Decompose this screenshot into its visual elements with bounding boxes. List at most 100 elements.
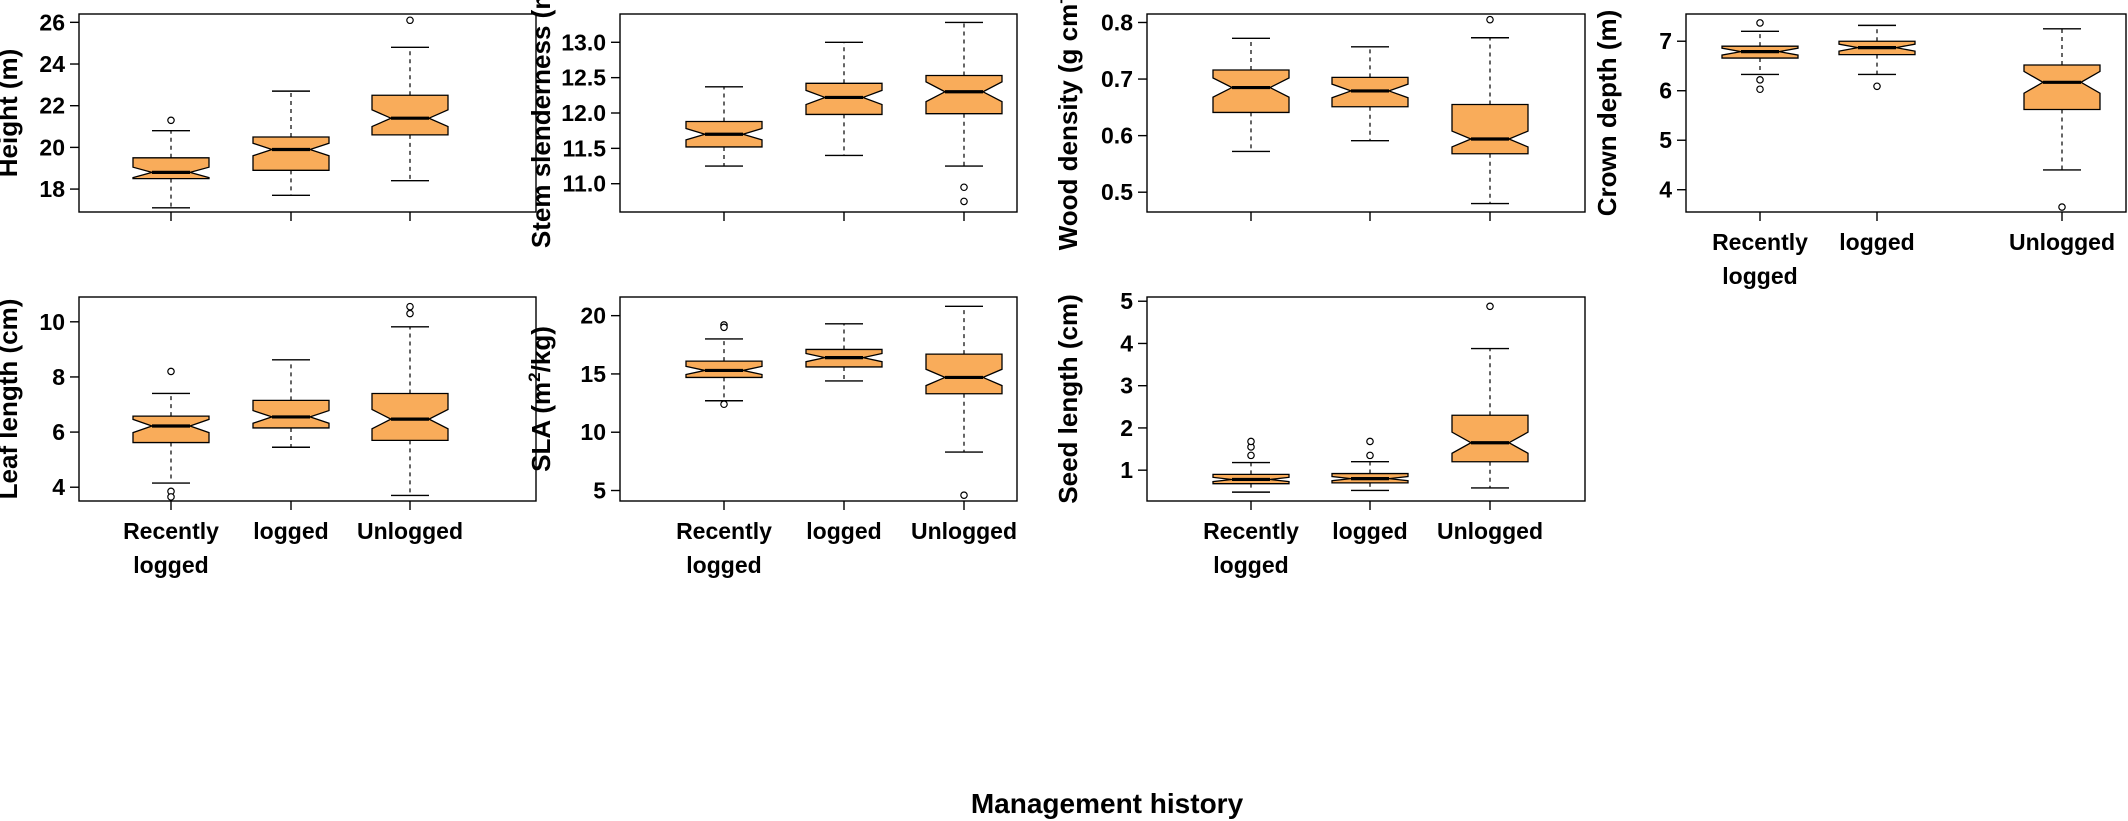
notched-box [1451, 414, 1529, 463]
y-tick-label: 0.5 [1101, 179, 1133, 205]
y-tick-label: 3 [1120, 373, 1133, 399]
y-tick-label: 8 [52, 364, 65, 390]
notched-box [252, 399, 330, 429]
outlier-point [406, 309, 414, 318]
category-label: Recently logged [676, 518, 772, 578]
y-tick-label: 4 [52, 474, 65, 500]
category-label: Recently logged [1712, 229, 1808, 289]
outlier-point [167, 493, 175, 501]
notched-box [2023, 64, 2101, 111]
category-label: logged [253, 518, 328, 544]
panel-frame [78, 13, 537, 213]
y-tick-label: 12.0 [561, 100, 606, 126]
category-label: Recently logged [123, 518, 219, 578]
x-axis-title: Management history [971, 788, 1244, 819]
y-tick-label: 2 [1120, 415, 1133, 441]
y-axis-label: SLA (m2/kg) [525, 326, 556, 472]
y-tick-label: 1 [1120, 457, 1133, 483]
panel-5: 4 6 8 10 Leaf length (cm) Recently logged logge… [0, 296, 537, 578]
box-2 [1838, 24, 1916, 91]
panel-6: 5 10 15 20 SLA (m2/kg) Recently logged logged Un… [525, 296, 1018, 578]
box-2 [252, 359, 330, 448]
notched-box [132, 415, 210, 444]
category-label: logged [1839, 229, 1914, 255]
category-label: Unlogged [357, 518, 463, 544]
box-2 [805, 323, 883, 382]
box-1 [1212, 437, 1290, 493]
notched-box [925, 353, 1003, 395]
box-1 [1721, 19, 1799, 94]
panel-frame [78, 296, 537, 502]
category-label: Unlogged [2009, 229, 2115, 255]
outlier-point [1486, 302, 1494, 311]
y-tick-label: 0.7 [1101, 66, 1133, 92]
panel-frame [619, 296, 1018, 502]
panel-frame [1146, 13, 1586, 213]
y-tick-label: 5 [593, 478, 606, 504]
panel-7: 1 2 3 4 5 Seed length (cm) Recently logged logge… [1053, 288, 1586, 578]
y-tick-label: 5 [1659, 127, 1672, 153]
outlier-point [1873, 82, 1881, 91]
box-3 [1451, 302, 1529, 489]
y-axis-label: Wood density (g cm−3) [1052, 0, 1083, 250]
outlier-point [406, 16, 414, 25]
outlier-point [1247, 437, 1255, 446]
y-tick-label: 0.6 [1101, 123, 1133, 149]
y-tick-label: 10 [39, 309, 65, 335]
notched-box [252, 136, 330, 171]
box-1 [1212, 37, 1290, 153]
notched-box [1212, 69, 1290, 114]
box-3 [371, 16, 449, 182]
notched-box [371, 392, 449, 442]
outlier-point [406, 302, 414, 311]
outlier-point [1366, 451, 1374, 460]
y-tick-label: 0.8 [1101, 9, 1133, 35]
category-label: logged [1332, 518, 1407, 544]
box-3 [925, 305, 1003, 499]
outlier-point [960, 491, 968, 499]
y-axis-label: Height (m) [0, 49, 23, 178]
outlier-point [167, 116, 175, 125]
y-tick-label: 22 [39, 93, 65, 119]
outlier-point [167, 367, 175, 376]
panel-frame [1685, 13, 2127, 213]
box-2 [805, 41, 883, 157]
y-tick-label: 4 [1659, 177, 1672, 203]
box-2 [1331, 437, 1409, 492]
y-tick-label: 20 [580, 303, 606, 329]
box-3 [2023, 28, 2101, 211]
box-3 [925, 21, 1003, 206]
outlier-point [960, 183, 968, 192]
notched-box [371, 94, 449, 136]
y-tick-label: 13.0 [561, 29, 606, 55]
y-tick-label: 10 [580, 419, 606, 445]
notched-box [1451, 103, 1529, 155]
box-2 [252, 90, 330, 197]
y-tick-label: 4 [1120, 330, 1133, 356]
outlier-point [1486, 15, 1494, 24]
outlier-point [720, 323, 728, 332]
outlier-point [1366, 437, 1374, 446]
y-tick-label: 20 [39, 134, 65, 160]
panel-3: 0.5 0.6 0.7 0.8 Wood density (g cm−3) [1052, 0, 1586, 250]
y-axis-label: Leaf length (cm) [0, 299, 23, 500]
box-1 [685, 86, 763, 167]
box-1 [132, 116, 210, 209]
y-tick-label: 26 [39, 9, 65, 35]
y-tick-label: 24 [39, 51, 65, 77]
category-label: logged [806, 518, 881, 544]
y-tick-label: 6 [1659, 78, 1672, 104]
outlier-point [960, 197, 968, 206]
panel-frame [1146, 296, 1586, 502]
y-tick-label: 11.5 [563, 135, 607, 161]
y-tick-label: 11.0 [563, 171, 607, 197]
outlier-point [2058, 203, 2066, 211]
y-tick-label: 6 [52, 419, 65, 445]
y-axis-label: Stem slenderness (m) [526, 0, 556, 248]
box-3 [371, 302, 449, 497]
category-label: Unlogged [911, 518, 1017, 544]
box-2 [1331, 46, 1409, 142]
outlier-point [1756, 85, 1764, 94]
panel-4: 4 5 6 7 Crown depth (m) Recently logged logged U… [1592, 10, 2127, 289]
